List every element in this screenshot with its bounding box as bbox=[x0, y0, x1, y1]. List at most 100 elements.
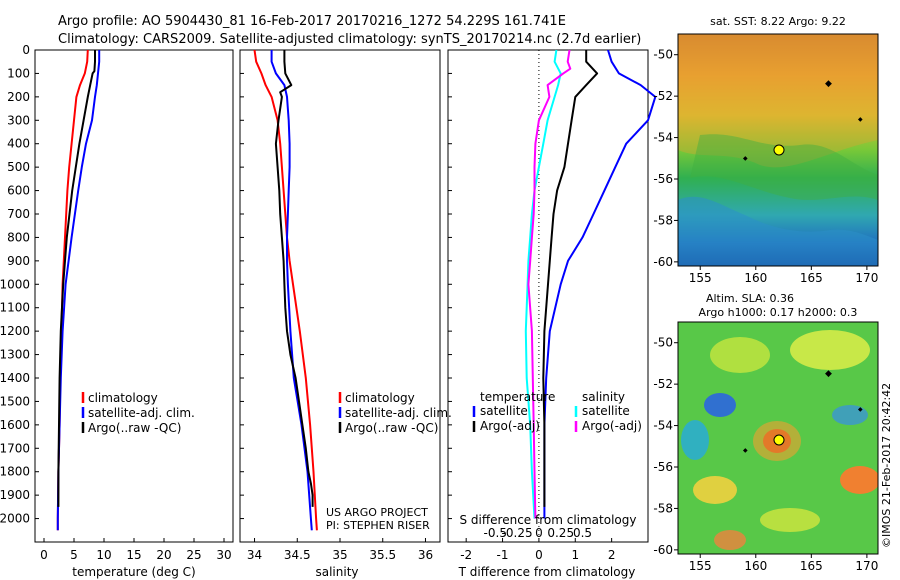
y-tick-label: 1000 bbox=[0, 277, 30, 291]
sst-float-marker bbox=[773, 144, 785, 156]
legend-label-sal-argo: Argo(-adj) bbox=[582, 419, 642, 433]
legend-label-satellite: satellite-adj. clim. bbox=[88, 406, 195, 420]
y-tick-label: 1500 bbox=[0, 394, 30, 408]
y-tick-label: 1600 bbox=[0, 418, 30, 432]
sla-map-title-1: Altim. SLA: 0.36 bbox=[706, 292, 794, 305]
x-tick-label: 34.5 bbox=[284, 548, 311, 562]
credit-pi: PI: STEPHEN RISER bbox=[326, 519, 430, 532]
salinity-panel: 34 34.5 35 35.5 36 bbox=[239, 49, 441, 562]
map-y-tick-label: -60 bbox=[653, 543, 673, 557]
legend-label-argo: Argo(..raw -QC) bbox=[345, 421, 438, 435]
imos-watermark: ©IMOS 21-Feb-2017 20:42:42 bbox=[880, 383, 893, 548]
map-y-tick-label: -52 bbox=[653, 377, 673, 391]
secondary-x-tick-label: 0.5 bbox=[573, 526, 592, 540]
y-tick-label: 900 bbox=[7, 254, 30, 268]
legend-title-temperature: temperature bbox=[480, 390, 555, 404]
credit-project: US ARGO PROJECT bbox=[326, 506, 428, 519]
y-tick-label: 1800 bbox=[0, 465, 30, 479]
map-y-tick-label: -50 bbox=[653, 336, 673, 350]
x-tick-label: 34 bbox=[247, 548, 262, 562]
map-y-tick-label: -56 bbox=[653, 172, 673, 186]
map-x-tick-label: 160 bbox=[744, 559, 767, 573]
x-tick-label: 1 bbox=[571, 548, 579, 562]
y-tick-label: 500 bbox=[7, 160, 30, 174]
island-icon: ◆ bbox=[858, 406, 863, 413]
x-tick-label: 35.5 bbox=[369, 548, 396, 562]
secondary-x-tick-label: 0.25 bbox=[547, 526, 574, 540]
difference-legend: temperature salinity satellite Argo(-adj… bbox=[472, 390, 642, 433]
plot-frame bbox=[34, 49, 234, 543]
x-tick-label: -2 bbox=[460, 548, 472, 562]
y-tick-label: 700 bbox=[7, 207, 30, 221]
sst-map-frame bbox=[677, 33, 879, 267]
sla-anomaly bbox=[714, 530, 746, 550]
y-tick-label: 300 bbox=[7, 113, 30, 127]
x-tick-label: 36 bbox=[418, 548, 433, 562]
y-tick-label: 1700 bbox=[0, 441, 30, 455]
map-y-tick-label: -58 bbox=[653, 213, 673, 227]
island-icon: ◆ bbox=[743, 447, 748, 454]
y-tick-label: 1900 bbox=[0, 488, 30, 502]
legend-label-temp-satellite: satellite bbox=[480, 404, 528, 418]
x-tick-label: 0 bbox=[535, 548, 543, 562]
map-y-tick-label: -60 bbox=[653, 255, 673, 269]
map-axes: 155 160 165 170 -50 -52 -54 -56 -58 -60 155 160 165 1… bbox=[653, 48, 878, 573]
y-tick-label: 100 bbox=[7, 66, 30, 80]
legend-label-climatology: climatology bbox=[88, 391, 158, 405]
map-x-tick-label: 170 bbox=[855, 271, 878, 285]
temperature-panel: 0100200300400500600700800900100011001200… bbox=[0, 43, 234, 562]
y-tick-label: 0 bbox=[22, 43, 30, 57]
sla-anomaly bbox=[693, 476, 737, 504]
sst-cold-region bbox=[678, 196, 878, 266]
series-line bbox=[542, 50, 599, 507]
salinity-legend: climatology satellite-adj. clim. Argo(..… bbox=[338, 391, 452, 435]
x-tick-label: -1 bbox=[497, 548, 509, 562]
header-line-2: Climatology: CARS2009. Satellite-adjuste… bbox=[58, 32, 641, 47]
series-line bbox=[543, 49, 657, 519]
sla-anomaly bbox=[832, 405, 868, 425]
map-y-tick-label: -56 bbox=[653, 460, 673, 474]
map-x-tick-label: 165 bbox=[800, 271, 823, 285]
sst-map-title: sat. SST: 8.22 Argo: 9.22 bbox=[710, 15, 846, 28]
legend-title-salinity: salinity bbox=[582, 390, 625, 404]
sla-anomaly bbox=[840, 466, 878, 494]
plot-frame bbox=[239, 49, 441, 543]
x-tick-label: 35 bbox=[332, 548, 347, 562]
island-icon: ◆ bbox=[858, 116, 863, 123]
map-x-tick-label: 160 bbox=[744, 271, 767, 285]
y-tick-label: 800 bbox=[7, 230, 30, 244]
sla-map-frame bbox=[677, 321, 879, 555]
secondary-x-tick-label: -0.5 bbox=[484, 526, 507, 540]
map-y-tick-label: -52 bbox=[653, 89, 673, 103]
sla-anomaly bbox=[760, 508, 820, 532]
x-tick-label: 25 bbox=[186, 548, 201, 562]
secondary-x-tick-label: 0 bbox=[535, 526, 543, 540]
map-y-tick-label: -54 bbox=[653, 419, 673, 433]
sst-warm-tongue bbox=[678, 34, 878, 168]
y-tick-label: 1400 bbox=[0, 371, 30, 385]
x-tick-label: 2 bbox=[608, 548, 616, 562]
y-tick-label: 1100 bbox=[0, 301, 30, 315]
y-tick-label: 200 bbox=[7, 90, 30, 104]
x-tick-label: 30 bbox=[216, 548, 231, 562]
island-icon: ◆ bbox=[825, 79, 832, 89]
map-x-tick-label: 155 bbox=[689, 271, 712, 285]
y-tick-label: 1300 bbox=[0, 348, 30, 362]
series-line bbox=[527, 49, 572, 519]
x-tick-label: 10 bbox=[96, 548, 111, 562]
y-tick-label: 1200 bbox=[0, 324, 30, 338]
sst-green-band bbox=[690, 134, 878, 200]
x-tick-label: 20 bbox=[156, 548, 171, 562]
sla-anomaly bbox=[790, 330, 870, 370]
legend-label-satellite: satellite-adj. clim. bbox=[345, 406, 452, 420]
x-tick-label: 0 bbox=[40, 548, 48, 562]
map-x-tick-label: 170 bbox=[855, 559, 878, 573]
secondary-x-tick-label: -0.25 bbox=[502, 526, 533, 540]
difference-top-label: S difference from climatology bbox=[460, 513, 637, 527]
legend-label-climatology: climatology bbox=[345, 391, 415, 405]
sla-anomaly bbox=[710, 337, 770, 373]
legend-label-temp-argo: Argo(-adj) bbox=[480, 419, 540, 433]
difference-xlabel: T difference from climatology bbox=[458, 565, 636, 579]
y-tick-label: 600 bbox=[7, 184, 30, 198]
